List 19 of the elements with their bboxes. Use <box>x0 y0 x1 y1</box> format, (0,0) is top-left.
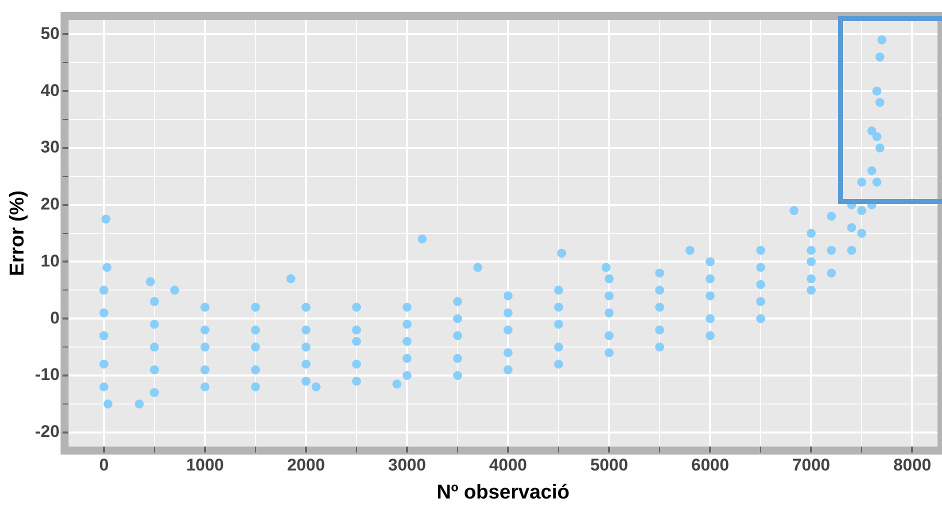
x-axis-title: Nº observació <box>436 482 570 504</box>
y-tick-label: 10 <box>40 251 60 270</box>
x-tick-label: 1000 <box>186 455 224 474</box>
x-tick-label: 3000 <box>388 455 426 474</box>
y-tick-label: -10 <box>34 365 60 384</box>
x-tick-label: 2000 <box>287 455 325 474</box>
y-tick-label: 40 <box>40 80 60 100</box>
y-axis-title: Error (%) <box>6 190 29 276</box>
x-tick-label: 4000 <box>489 455 527 474</box>
y-tick-label: -20 <box>34 422 60 442</box>
x-tick-label: 0 <box>99 455 109 474</box>
x-tick-label: 8000 <box>893 455 932 474</box>
y-tick-label: 30 <box>40 138 60 157</box>
x-tick-label: 7000 <box>792 455 830 474</box>
x-tick-label: 6000 <box>691 455 730 474</box>
x-tick-label: 5000 <box>590 455 628 474</box>
y-tick-label: 0 <box>50 308 60 328</box>
y-tick-label: 50 <box>40 24 60 43</box>
y-tick-label: 20 <box>40 194 60 214</box>
